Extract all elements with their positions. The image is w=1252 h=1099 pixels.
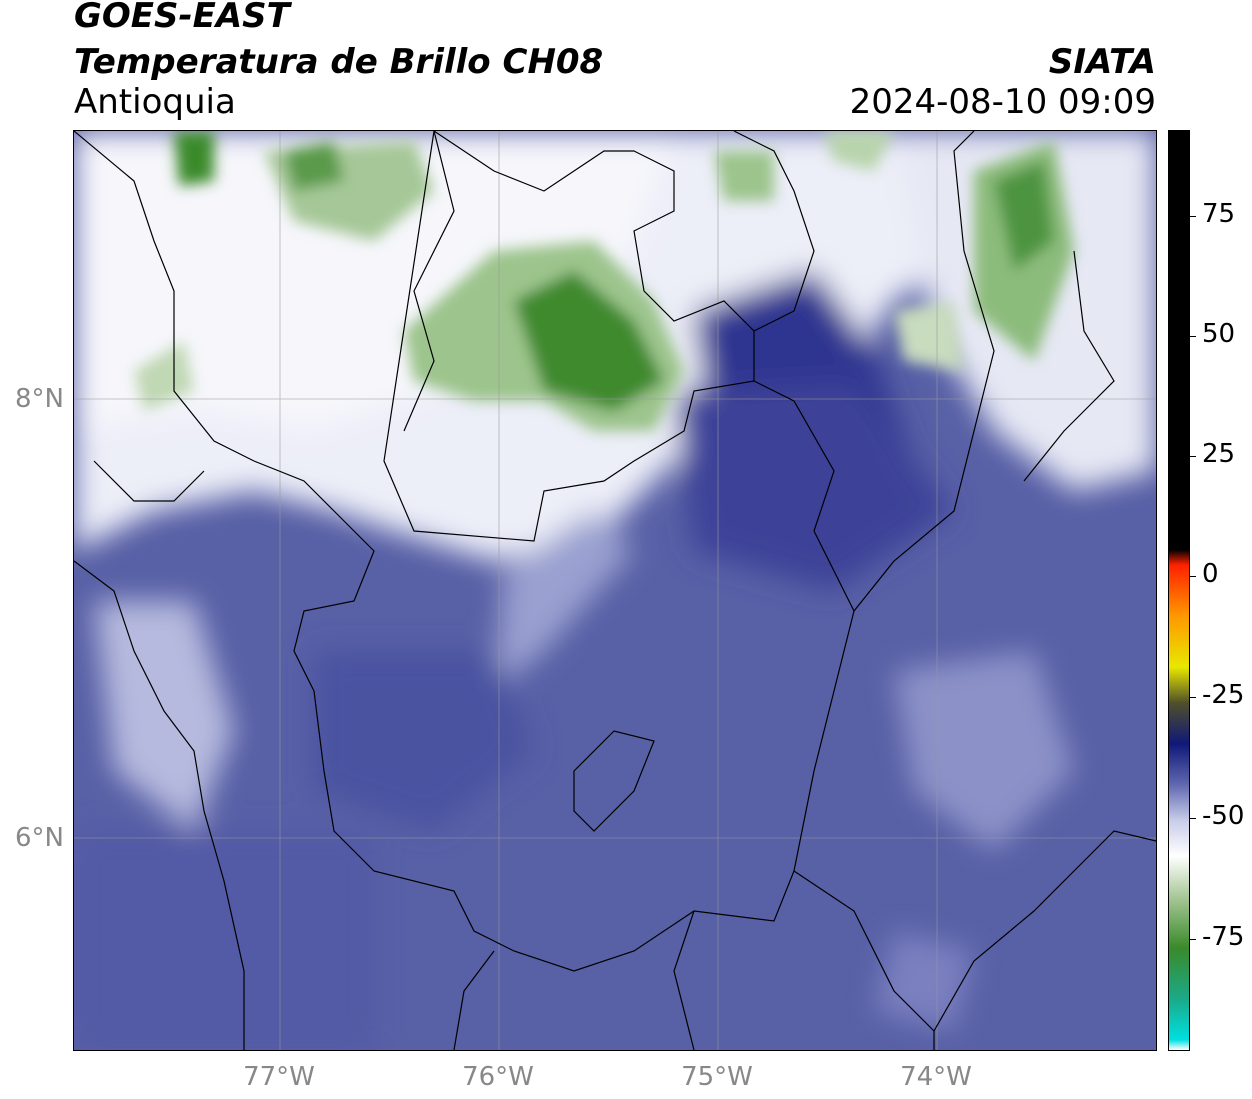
colorbar-tick bbox=[1190, 576, 1196, 577]
brightness-temperature-map bbox=[73, 130, 1157, 1051]
colorbar-tick bbox=[1190, 939, 1196, 940]
satellite-title: GOES-EAST bbox=[74, 0, 290, 36]
lon-label-75w: 75°W bbox=[681, 1062, 753, 1092]
region-label: Antioquia bbox=[74, 82, 236, 122]
organization-label: SIATA bbox=[1048, 42, 1156, 82]
lon-label-76w: 76°W bbox=[462, 1062, 534, 1092]
colorbar-label-25: 25 bbox=[1202, 439, 1236, 469]
colorbar-tick bbox=[1190, 456, 1196, 457]
colorbar-label-minus50: -50 bbox=[1202, 801, 1245, 831]
gridlines bbox=[74, 131, 1156, 1050]
colorbar-tick bbox=[1190, 697, 1196, 698]
temperature-colorbar bbox=[1168, 130, 1190, 1051]
colorbar-tick bbox=[1190, 818, 1196, 819]
colorbar-label-minus75: -75 bbox=[1202, 922, 1245, 952]
timestamp-label: 2024-08-10 09:09 bbox=[849, 82, 1156, 122]
colorbar-tick bbox=[1190, 216, 1196, 217]
colorbar-tick bbox=[1190, 336, 1196, 337]
lat-label-6n: 6°N bbox=[15, 823, 64, 853]
colorbar-label-75: 75 bbox=[1202, 199, 1236, 229]
lon-label-77w: 77°W bbox=[243, 1062, 315, 1092]
colorbar-label-minus25: -25 bbox=[1202, 680, 1245, 710]
map-canvas bbox=[74, 131, 1156, 1050]
colorbar-label-50: 50 bbox=[1202, 319, 1236, 349]
cold-cloud-tops bbox=[134, 131, 1074, 431]
lon-label-74w: 74°W bbox=[900, 1062, 972, 1092]
product-title: Temperatura de Brillo CH08 bbox=[74, 42, 604, 82]
political-borders bbox=[74, 131, 1156, 1050]
lat-label-8n: 8°N bbox=[15, 384, 64, 414]
colorbar-label-0: 0 bbox=[1202, 559, 1219, 589]
